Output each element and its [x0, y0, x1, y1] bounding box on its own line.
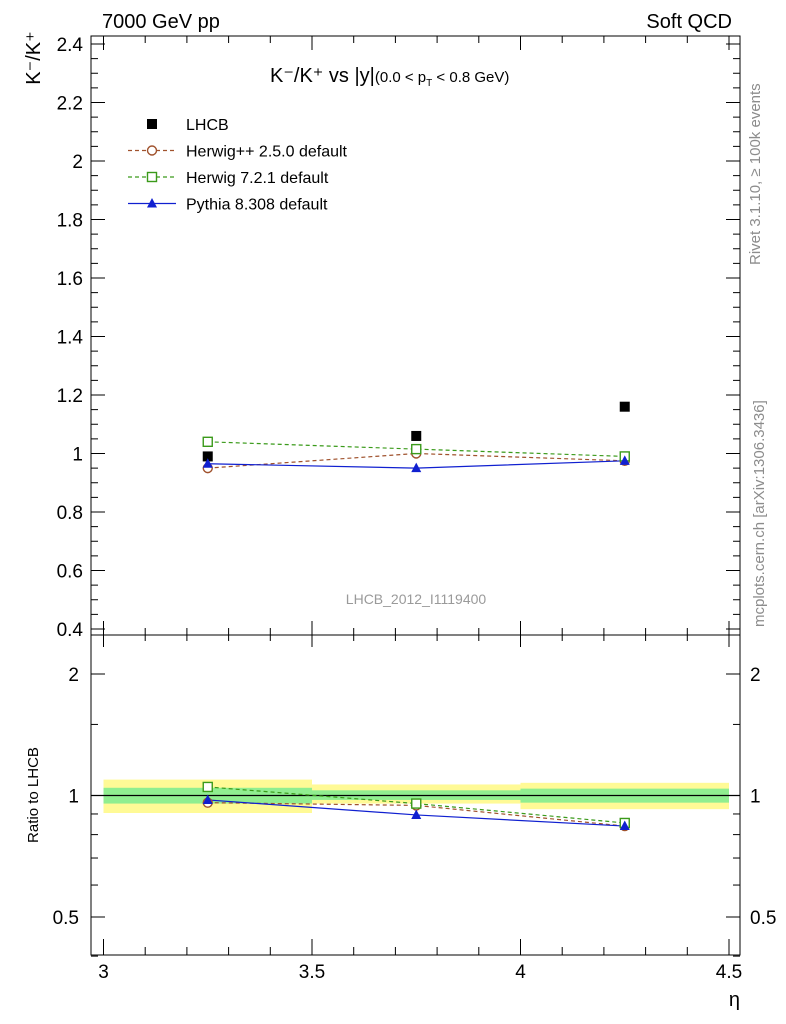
- legend-marker: [146, 145, 158, 156]
- main-y-tick-label: 2.2: [57, 94, 83, 115]
- legend-label: Herwig++ 2.5.0 default: [186, 144, 348, 161]
- ratio-y-ticks: 0.5 0.5 1 1 2 2: [53, 665, 776, 957]
- main-data-point: [619, 455, 630, 465]
- main-y-tick-label: 1.8: [57, 211, 83, 232]
- x-tick-label: 4.5: [716, 962, 742, 983]
- ratio-panel: 0.5 0.5 1 1 2 2 3 3.5 4 4.5 Ratio to LHCB η: [25, 36, 776, 1011]
- source-text: mcplots.cern.ch [arXiv:1306.3436]: [751, 400, 768, 627]
- x-tick-label: 3: [98, 962, 109, 983]
- main-data-point: [202, 451, 213, 462]
- main-y-tick-label: 0.8: [57, 503, 83, 524]
- ratio-y-tick-label: 2: [68, 665, 79, 686]
- main-y-ticks: 0.4 0.6 0.8 1 1.2 1.4 1.6 1.8 2 2.2 2.4: [57, 35, 740, 641]
- ratio-y-axis-label: Ratio to LHCB: [25, 747, 42, 843]
- main-data-point: [411, 430, 422, 441]
- ratio-data-point: [411, 809, 422, 819]
- main-data-point: [202, 458, 213, 468]
- ratio-data-point: [202, 794, 213, 804]
- main-y-tick-label: 1: [72, 445, 83, 466]
- rivet-version-text: Rivet 3.1.10, ≥ 100k events: [747, 83, 764, 265]
- main-data-point: [202, 436, 213, 447]
- main-data-point: [411, 462, 422, 473]
- legend: LHCB Herwig++ 2.5.0 default Herwig 7.2.1 d…: [128, 117, 348, 214]
- main-y-tick-label: 2.4: [57, 35, 84, 56]
- category-label: Soft QCD: [646, 11, 732, 33]
- legend-marker: [147, 119, 157, 129]
- ratio-y-tick-label-right: 0.5: [750, 908, 776, 929]
- main-y-tick-label: 2: [72, 152, 83, 173]
- energy-label: 7000 GeV pp: [102, 11, 220, 33]
- legend-marker: [146, 171, 158, 183]
- ratio-data-point: [411, 798, 422, 809]
- legend-label: LHCB: [186, 117, 229, 134]
- ratio-data-point: [619, 820, 630, 831]
- chart-title-sub-t: T: [426, 78, 432, 89]
- x-ticks: 3 3.5 4 4.5: [98, 36, 742, 983]
- ratio-y-tick-label: 1: [68, 787, 79, 808]
- main-y-tick-label: 1.4: [57, 328, 84, 349]
- ratio-y-tick-label: 0.5: [53, 908, 79, 929]
- ratio-y-tick-label-right: 1: [750, 787, 761, 808]
- x-tick-label: 3.5: [299, 962, 325, 983]
- x-axis-label: η: [729, 989, 740, 1011]
- legend-marker: [147, 198, 157, 208]
- x-tick-label: 4: [515, 962, 526, 983]
- main-panel: 0.4 0.6 0.8 1 1.2 1.4 1.6 1.8 2 2.2 2.4 K⁻/K⁺ K⁻/K…: [23, 31, 741, 641]
- chart-title-sub-end: < 0.8 GeV): [432, 69, 509, 86]
- ratio-y-tick-label-right: 2: [750, 665, 761, 686]
- ratio-series-layer: [202, 781, 630, 832]
- main-y-tick-label: 0.6: [57, 562, 83, 583]
- chart-title-sub: (0.0 < p: [375, 69, 426, 86]
- legend-label: Herwig 7.2.1 default: [186, 170, 329, 187]
- ratio-data-point: [202, 781, 213, 793]
- main-y-tick-label: 1.2: [57, 386, 83, 407]
- main-y-tick-label: 0.4: [57, 620, 84, 641]
- main-series-layer: [202, 401, 630, 474]
- chart-title: K⁻/K⁺ vs |y|(0.0 < pT < 0.8 GeV): [270, 65, 509, 89]
- analysis-id: LHCB_2012_I1119400: [346, 591, 487, 607]
- main-y-axis-label: K⁻/K⁺: [23, 31, 45, 84]
- legend-label: Pythia 8.308 default: [186, 197, 328, 214]
- chart-title-main: K⁻/K⁺ vs |y|: [270, 65, 375, 87]
- main-y-tick-label: 1.6: [57, 269, 83, 290]
- main-data-point: [411, 443, 422, 455]
- main-data-point: [619, 401, 630, 412]
